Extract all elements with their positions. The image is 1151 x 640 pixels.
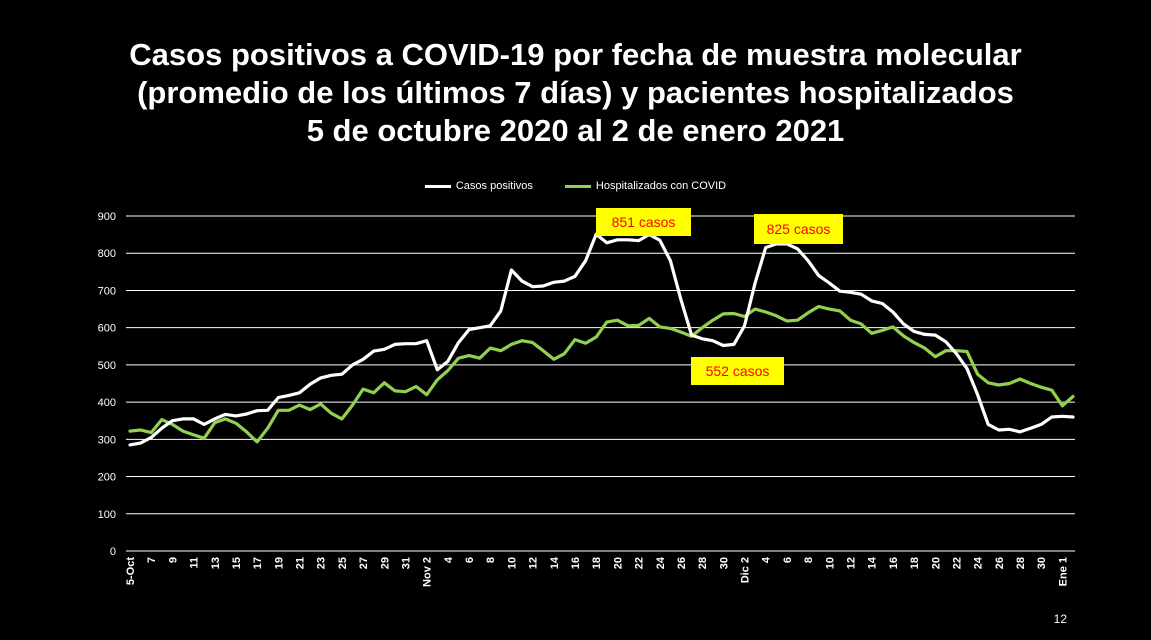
y-tick-label: 0	[110, 546, 116, 558]
annotations: 851 casos 825 casos 552 casos	[596, 208, 843, 385]
legend-label-casos: Casos positivos	[455, 180, 533, 192]
x-tick-label: 18	[909, 557, 921, 569]
x-tick-label: 13	[210, 557, 222, 569]
legend-item-casos: Casos positivos	[424, 180, 533, 192]
x-tick-label: 16	[888, 557, 900, 569]
x-tick-label: 26	[676, 557, 688, 569]
x-tick-label: 6	[782, 557, 794, 563]
page-number: 12	[1053, 612, 1067, 626]
slide-title: Casos positivos a COVID-19 por fecha de …	[0, 36, 1151, 150]
x-tick-label: 26	[994, 557, 1006, 569]
legend-swatch-casos	[424, 184, 451, 188]
x-tick-label: 12	[845, 557, 857, 569]
x-axis-ticks: 5-Oct 7 9 11 13 15 17 19 21 23 25 27 29 31 Nov 2 4 6 8 10 1…	[125, 556, 1069, 587]
y-tick-label: 700	[98, 285, 116, 297]
x-tick-label: 19	[273, 557, 285, 569]
x-tick-label: 8	[803, 557, 815, 563]
x-tick-label: 24	[973, 556, 985, 569]
x-tick-label: 24	[655, 556, 667, 569]
y-tick-label: 400	[98, 397, 116, 409]
x-tick-label: 22	[634, 557, 646, 569]
x-tick-label: 28	[1015, 557, 1027, 569]
y-axis-ticks: 0 100 200 300 400 500 600 700 800 900	[98, 211, 116, 558]
y-tick-label: 300	[98, 434, 116, 446]
x-tick-label: 10	[506, 557, 518, 569]
x-tick-label: Ene 1	[1057, 557, 1069, 586]
x-tick-label: 27	[358, 557, 370, 569]
annotation-box	[754, 214, 843, 244]
title-line-3: 5 de octubre 2020 al 2 de enero 2021	[306, 113, 845, 148]
x-tick-label: 12	[528, 557, 540, 569]
x-tick-label: 30	[1036, 557, 1048, 569]
x-tick-label: 30	[718, 557, 730, 569]
x-tick-label: 18	[591, 557, 603, 569]
title-line-2: (promedio de los últimos 7 días) y pacie…	[137, 75, 1014, 110]
x-tick-label: 31	[400, 557, 412, 569]
x-tick-label: Dic 2	[740, 557, 752, 583]
x-tick-label: 10	[824, 557, 836, 569]
y-tick-label: 500	[98, 360, 116, 372]
x-tick-label: 14	[549, 556, 561, 569]
x-tick-label: 7	[146, 557, 158, 563]
annotation-label: 552 casos	[706, 363, 770, 379]
x-tick-label: 16	[570, 557, 582, 569]
x-tick-label: 15	[231, 557, 243, 569]
y-tick-label: 600	[98, 323, 116, 335]
x-tick-label: 11	[189, 557, 201, 569]
x-tick-label: 4	[443, 556, 455, 563]
series-line-casos	[128, 232, 1075, 447]
x-tick-label: 9	[167, 557, 179, 563]
annotation-box	[596, 208, 691, 236]
title-line-1: Casos positivos a COVID-19 por fecha de …	[129, 37, 1022, 72]
y-tick-label: 100	[98, 509, 116, 521]
chart-legend: Casos positivos Hospitalizados con COVID	[0, 180, 1151, 192]
x-tick-label: 17	[252, 557, 264, 569]
x-tick-label: 20	[930, 557, 942, 569]
y-tick-label: 900	[98, 211, 116, 223]
legend-label-hosp: Hospitalizados con COVID	[595, 180, 727, 192]
x-tick-label: 21	[295, 557, 307, 569]
x-tick-label: Nov 2	[422, 557, 434, 587]
y-tick-label: 200	[98, 472, 116, 484]
annotation-box	[691, 357, 784, 385]
grid-lines	[126, 215, 1075, 552]
annotation-label: 851 casos	[612, 214, 676, 230]
x-tick-label: 8	[485, 557, 497, 563]
x-tick-label: 6	[464, 557, 476, 563]
annotation-label: 825 casos	[767, 221, 831, 237]
series-line-hosp	[128, 304, 1075, 444]
x-tick-label: 28	[697, 557, 709, 569]
series-lines	[128, 232, 1075, 447]
x-tick-label: 5-Oct	[125, 557, 137, 585]
x-tick-label: 14	[867, 556, 879, 569]
x-tick-label: 20	[612, 557, 624, 569]
x-tick-label: 4	[761, 556, 773, 563]
x-tick-label: 25	[337, 557, 349, 569]
legend-item-hosp: Hospitalizados con COVID	[564, 180, 727, 192]
x-tick-label: 22	[951, 557, 963, 569]
y-tick-label: 800	[98, 248, 116, 260]
x-tick-label: 29	[379, 557, 391, 569]
x-tick-label: 23	[316, 557, 328, 569]
legend-swatch-hosp	[564, 184, 591, 188]
